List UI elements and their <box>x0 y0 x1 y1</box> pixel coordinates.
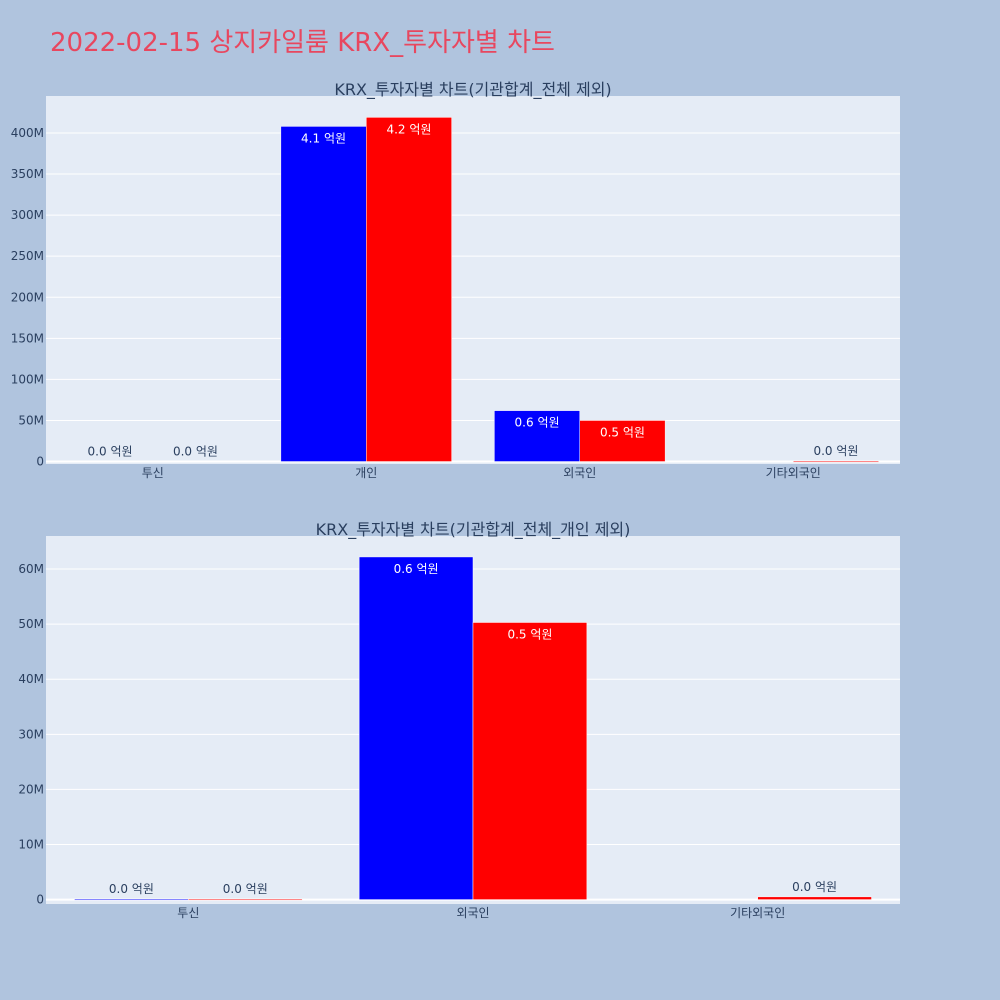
y-tick-label: 250M <box>11 249 44 263</box>
y-tick-label: 50M <box>18 617 44 631</box>
chart-excluding-individual: KRX_투자자별 차트(기관합계_전체_개인 제외) 0 10M 20M 30M 40M 5… <box>18 520 900 920</box>
bar-data-label: 0.6 억원 <box>394 562 439 576</box>
y-tick-label: 30M <box>18 727 44 741</box>
bar-data-label: 0.6 억원 <box>515 416 560 430</box>
y-tick-label: 60M <box>18 562 44 576</box>
bar <box>366 117 452 462</box>
bar-data-label: 0.5 억원 <box>600 425 645 439</box>
y-tick-label: 0 <box>36 893 44 907</box>
bar <box>472 622 588 900</box>
chart-title: KRX_투자자별 차트(기관합계_전체_개인 제외) <box>316 520 631 540</box>
bar <box>74 898 189 901</box>
bar-data-label: 0.0 억원 <box>813 444 858 458</box>
bar <box>280 126 367 462</box>
x-tick-label: 투신 <box>177 906 199 920</box>
bar-data-label: 0.0 억원 <box>223 882 268 896</box>
y-tick-label: 150M <box>11 331 44 345</box>
x-tick-label: 투신 <box>142 466 164 480</box>
chart-title: KRX_투자자별 차트(기관합계_전체 제외) <box>334 80 611 100</box>
bar <box>579 420 666 462</box>
y-tick-label: 10M <box>18 838 44 852</box>
x-tick-label: 외국인 <box>456 906 489 920</box>
bar-data-label: 4.2 억원 <box>386 122 431 136</box>
bar-data-label: 0.5 억원 <box>507 627 552 641</box>
y-tick-label: 100M <box>11 372 44 386</box>
bar-data-label: 0.0 억원 <box>88 445 133 459</box>
bar <box>757 896 872 900</box>
y-tick-label: 20M <box>18 782 44 796</box>
bar-data-label: 0.0 억원 <box>792 880 837 894</box>
bar <box>188 898 303 901</box>
y-tick-label: 40M <box>18 672 44 686</box>
x-tick-label: 기타외국인 <box>730 906 785 920</box>
x-tick-label: 기타외국인 <box>766 466 821 480</box>
y-tick-label: 300M <box>11 208 44 222</box>
bar <box>358 556 474 900</box>
x-tick-label: 외국인 <box>563 466 596 480</box>
bar-data-label: 0.0 억원 <box>109 882 154 896</box>
y-tick-label: 200M <box>11 290 44 304</box>
y-tick-label: 50M <box>18 413 44 427</box>
y-tick-label: 400M <box>11 126 44 140</box>
x-tick-label: 개인 <box>355 466 377 480</box>
chart-all-investors: KRX_투자자별 차트(기관합계_전체 제외) 0 50M 100M 150M 200M 2… <box>11 80 900 480</box>
y-tick-label: 0 <box>36 455 44 469</box>
plot-area <box>46 96 900 464</box>
bar-data-label: 0.0 억원 <box>173 445 218 459</box>
bar <box>793 460 879 463</box>
bar <box>494 410 581 462</box>
y-tick-label: 350M <box>11 167 44 181</box>
bar-data-label: 4.1 억원 <box>301 131 346 145</box>
page-title: 2022-02-15 상지카일룸 KRX_투자자별 차트 <box>50 28 555 58</box>
